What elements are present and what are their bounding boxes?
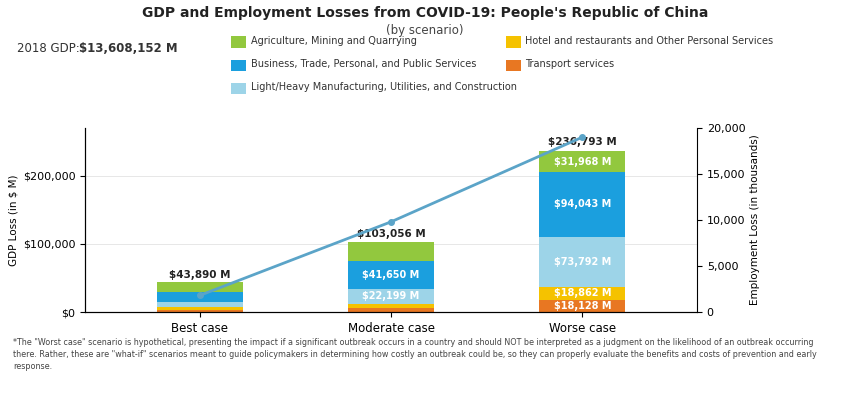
Bar: [156, 310, 243, 312]
Text: Transport services: Transport services: [525, 59, 615, 69]
Text: $43,890 M: $43,890 M: [169, 270, 230, 280]
Text: $18,862 M: $18,862 M: [553, 288, 611, 298]
Bar: [539, 300, 626, 312]
Text: *The "Worst case" scenario is hypothetical, presenting the impact if a significa: *The "Worst case" scenario is hypothetic…: [13, 338, 817, 370]
Text: $22,199 M: $22,199 M: [362, 292, 420, 302]
Y-axis label: Employment Loss (in thousands): Employment Loss (in thousands): [750, 135, 760, 305]
Bar: [348, 260, 434, 289]
Text: $41,650 M: $41,650 M: [362, 270, 420, 280]
Text: Hotel and restaurants and Other Personal Services: Hotel and restaurants and Other Personal…: [525, 36, 774, 46]
Bar: [156, 307, 243, 310]
Bar: [539, 151, 626, 172]
Bar: [348, 242, 434, 260]
Text: GDP and Employment Losses from COVID-19: People's Republic of China: GDP and Employment Losses from COVID-19:…: [142, 6, 708, 20]
Text: Light/Heavy Manufacturing, Utilities, and Construction: Light/Heavy Manufacturing, Utilities, an…: [251, 82, 517, 92]
Bar: [156, 302, 243, 307]
Text: $18,128 M: $18,128 M: [553, 301, 611, 311]
Bar: [348, 304, 434, 308]
Bar: [348, 289, 434, 304]
Bar: [539, 287, 626, 300]
Text: $31,968 M: $31,968 M: [553, 156, 611, 166]
Text: $236,793 M: $236,793 M: [548, 136, 616, 146]
Bar: [156, 292, 243, 302]
Text: $13,608,152 M: $13,608,152 M: [79, 42, 178, 55]
Text: Business, Trade, Personal, and Public Services: Business, Trade, Personal, and Public Se…: [251, 59, 476, 69]
Bar: [348, 308, 434, 312]
Text: $103,056 M: $103,056 M: [357, 229, 425, 239]
Bar: [156, 282, 243, 292]
Y-axis label: GDP Loss (in $ M): GDP Loss (in $ M): [8, 174, 19, 266]
Text: (by scenario): (by scenario): [386, 24, 464, 37]
Text: 2018 GDP:: 2018 GDP:: [17, 42, 83, 55]
Bar: [539, 236, 626, 287]
Text: Agriculture, Mining and Quarrying: Agriculture, Mining and Quarrying: [251, 36, 416, 46]
Text: $94,043 M: $94,043 M: [553, 200, 611, 210]
Text: $73,792 M: $73,792 M: [553, 257, 611, 267]
Bar: [539, 172, 626, 236]
